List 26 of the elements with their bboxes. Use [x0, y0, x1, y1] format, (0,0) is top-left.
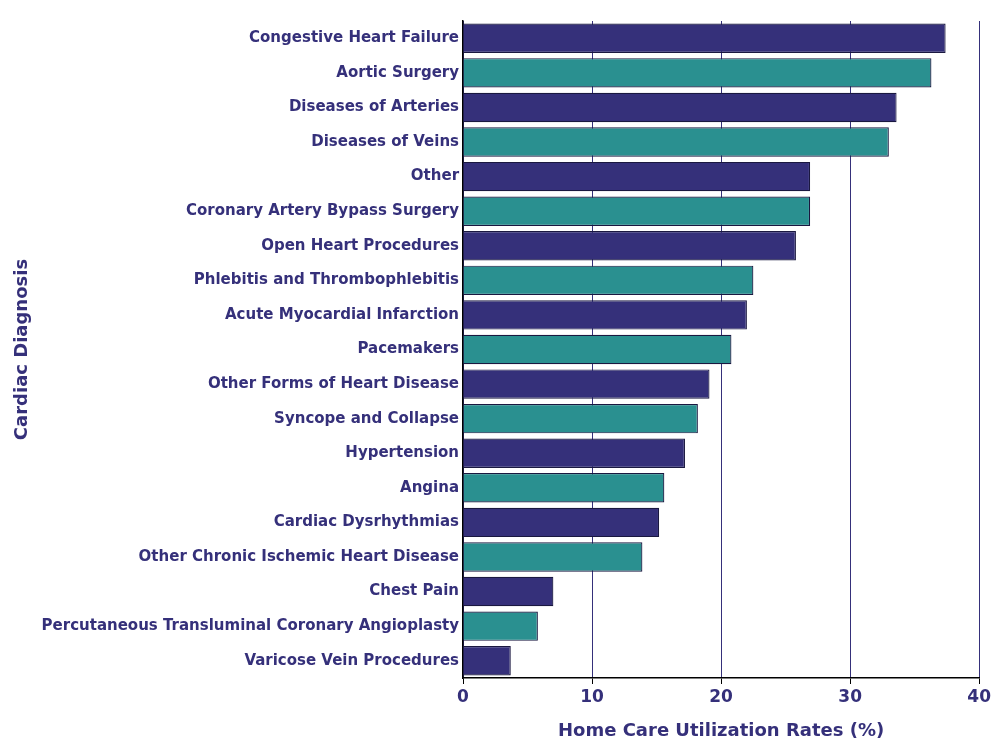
y-tick-label: Other Forms of Heart Disease	[207, 373, 460, 392]
y-tick-label: Acute Myocardial Infarction	[225, 304, 460, 323]
y-tick-label: Angina	[400, 477, 460, 496]
y-tick-label: Hypertension	[345, 443, 460, 462]
y-tick-label: Percutaneous Transluminal Coronary Angioplasty	[41, 616, 460, 635]
x-tick-label: 40	[967, 685, 992, 706]
x-tick-label: 20	[709, 685, 734, 706]
x-tick-label: 10	[580, 685, 605, 706]
y-tick-label: Chest Pain	[369, 581, 460, 600]
x-tick-label: 30	[838, 685, 863, 706]
y-tick-label: Congestive Heart Failure	[249, 28, 460, 47]
x-tick-label: 0	[457, 685, 470, 706]
y-axis-title: Cardiac Diagnosis	[10, 258, 32, 441]
y-tick-label: Syncope and Collapse	[274, 408, 460, 427]
y-tick-label: Phlebitis and Thrombophlebitis	[193, 270, 460, 289]
y-tick-label: Other Chronic Ischemic Heart Disease	[138, 546, 460, 565]
y-tick-label: Other	[410, 166, 460, 185]
y-tick-label: Cardiac Dysrhythmias	[273, 512, 460, 531]
y-tick-label: Diseases of Veins	[311, 131, 460, 150]
y-tick-label: Open Heart Procedures	[261, 235, 460, 254]
x-axis-title: Home Care Utilization Rates (%)	[557, 718, 885, 740]
y-tick-label: Varicose Vein Procedures	[244, 650, 460, 669]
y-tick-label: Aortic Surgery	[336, 62, 460, 81]
y-tick-label: Coronary Artery Bypass Surgery	[185, 201, 460, 220]
y-tick-label: Diseases of Arteries	[288, 97, 460, 116]
y-tick-label: Pacemakers	[357, 339, 460, 358]
